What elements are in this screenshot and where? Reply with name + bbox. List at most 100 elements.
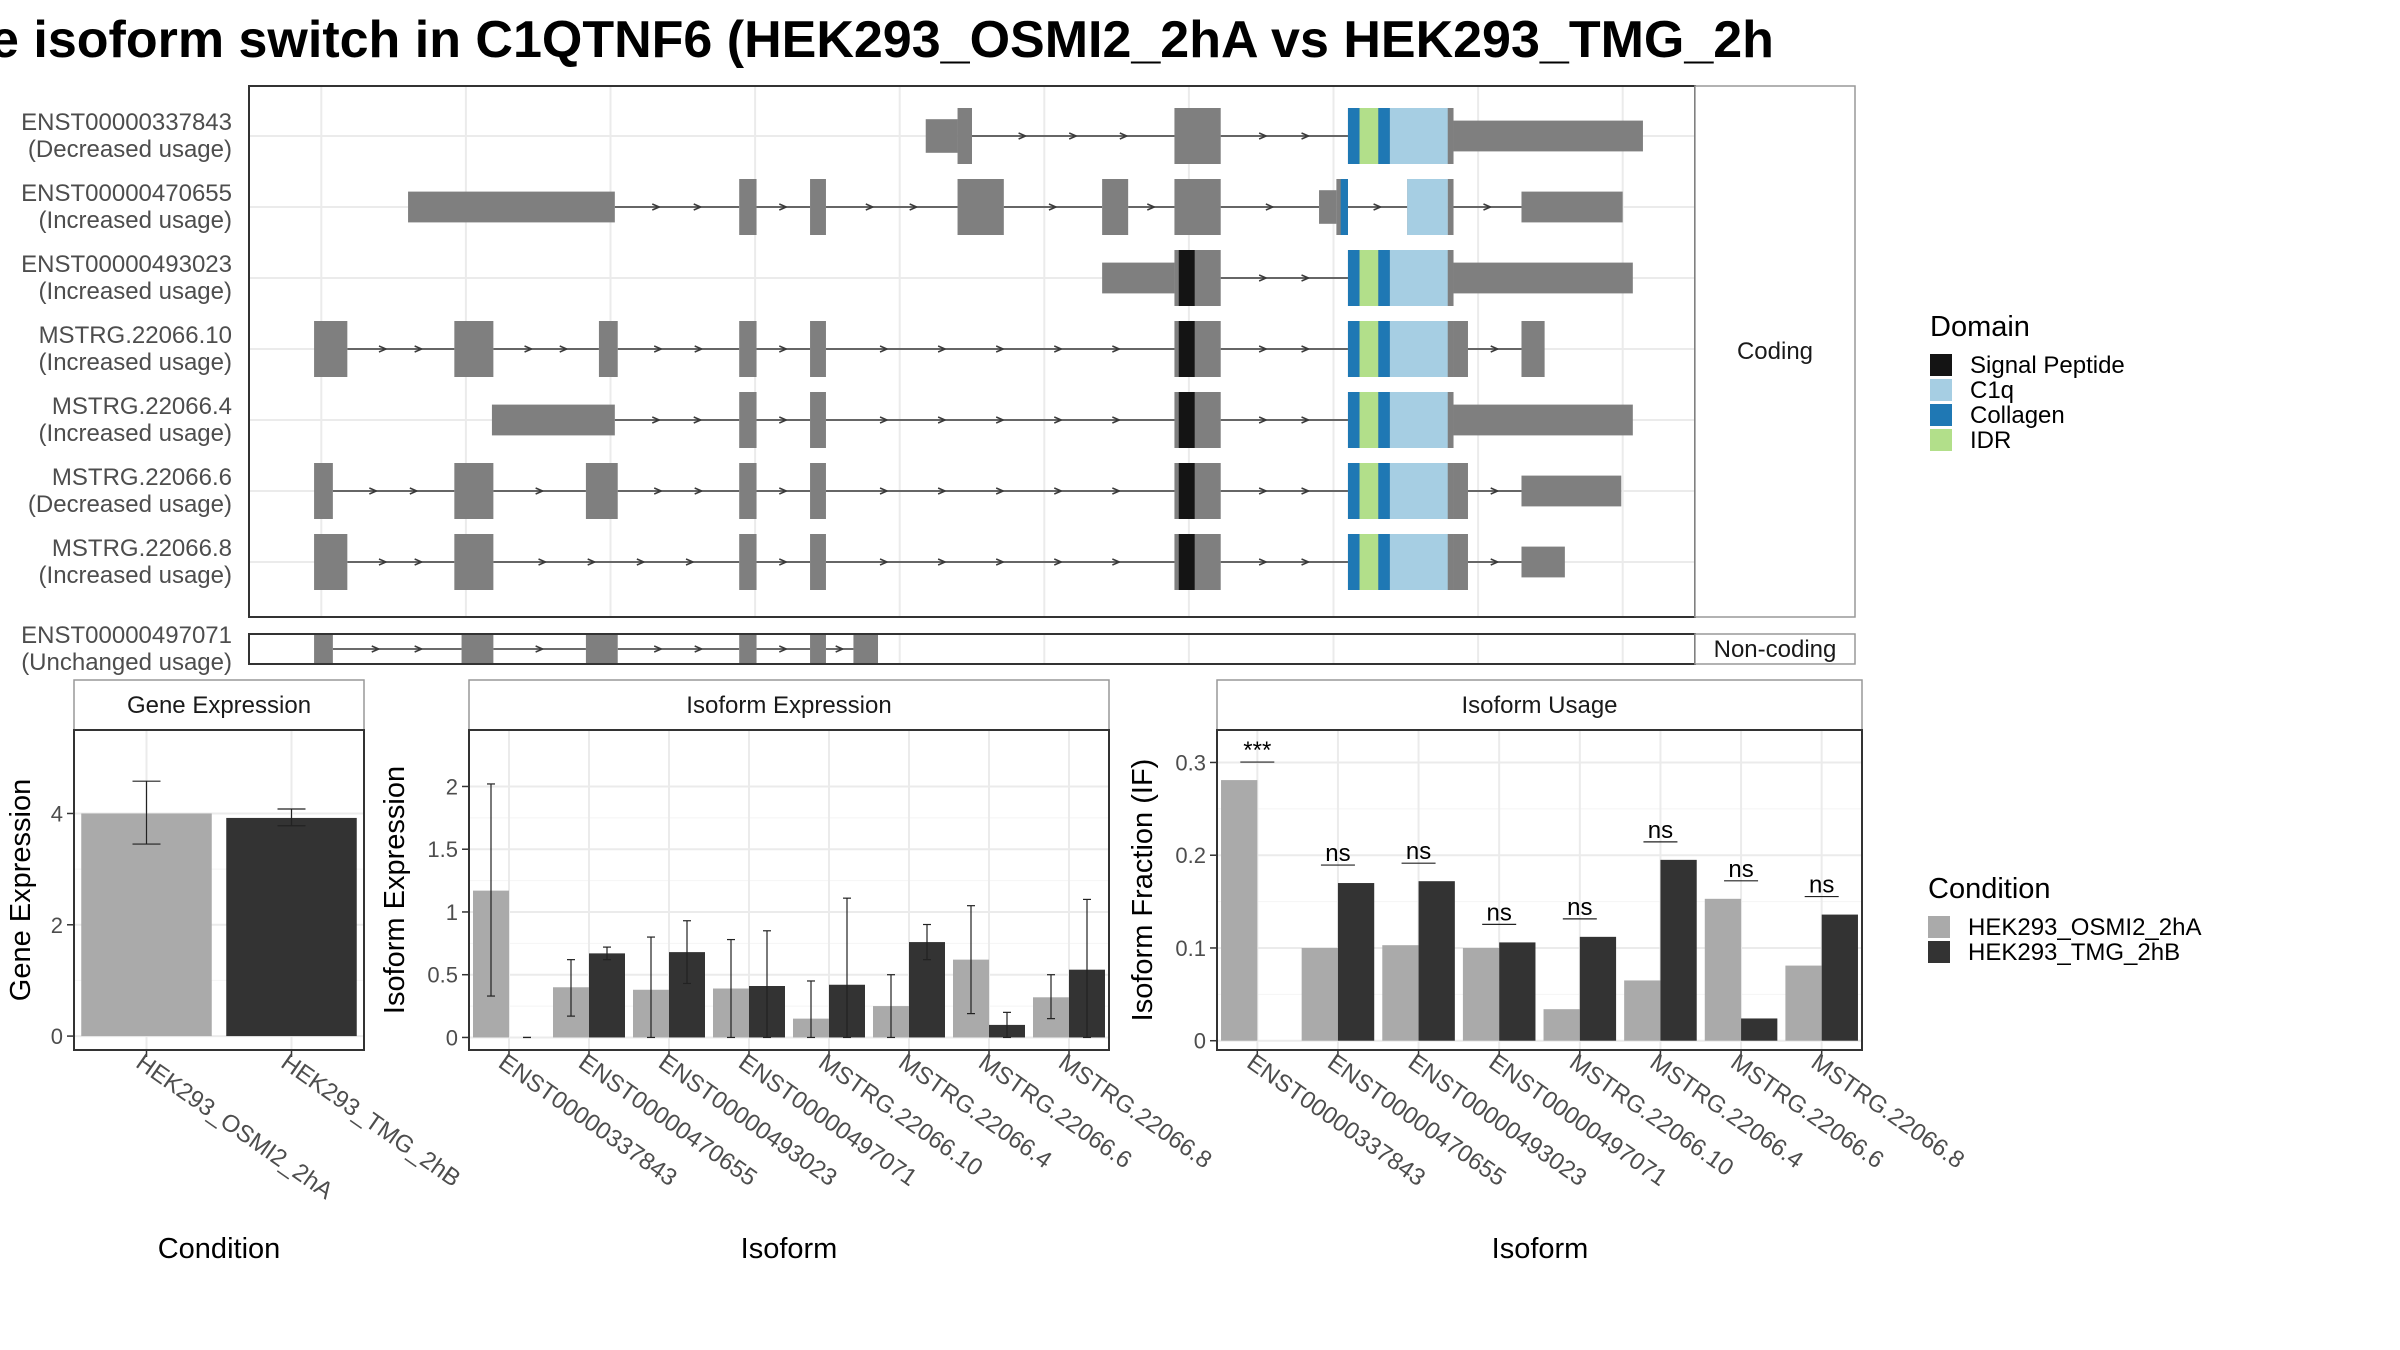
- intron-arrow: [909, 203, 919, 211]
- intron-arrow: [653, 345, 664, 353]
- exon-block: [1453, 463, 1468, 519]
- transcript-row: [249, 463, 1695, 519]
- legend-title: Condition: [1928, 873, 2051, 905]
- domain-c1q: [1389, 463, 1448, 519]
- bar: [1821, 914, 1858, 1041]
- intron-arrow: [1018, 132, 1028, 140]
- panel-strip-title: Isoform Usage: [1461, 692, 1617, 719]
- intron-arrow: [378, 345, 388, 353]
- intron-arrow: [779, 345, 789, 353]
- domain-c1q: [1389, 108, 1448, 164]
- intron-arrow: [1112, 487, 1122, 495]
- transcript-id-label: MSTRG.22066.4: [52, 393, 232, 420]
- domain-collagen: [1378, 250, 1390, 306]
- plot-panel-border: [1216, 729, 1863, 1051]
- exon-block: [1102, 262, 1175, 294]
- y-axis-title: Gene Expression: [5, 779, 37, 1001]
- intron-arrow: [1147, 203, 1157, 211]
- x-axis-title: Isoform: [1492, 1233, 1589, 1265]
- intron-arrow: [414, 345, 424, 353]
- domain-signal-peptide: [1178, 534, 1195, 590]
- exon-block: [1521, 321, 1545, 377]
- transcript-row: [249, 534, 1695, 590]
- transcript-id-label: MSTRG.22066.6: [52, 464, 232, 491]
- isoform-expression-chart: Isoform Expression00.511.52ENST000003378…: [379, 679, 1217, 1265]
- y-tick-label: 2: [446, 774, 458, 799]
- intron-arrow: [653, 645, 664, 653]
- transcript-structure-coding-panel: Coding: [248, 85, 1856, 618]
- domain-c1q: [1407, 179, 1448, 235]
- intron-arrow: [779, 558, 789, 566]
- y-axis-title: Isoform Expression: [379, 766, 411, 1014]
- coding-strip: [1694, 85, 1856, 618]
- transcript-usage-label: (Increased usage): [39, 562, 232, 589]
- domain-signal-peptide: [1178, 463, 1195, 519]
- legend-key: [1928, 916, 1950, 938]
- transcript-labels: ENST00000337843(Decreased usage)ENST0000…: [21, 109, 232, 676]
- panel-strip-title: Gene Expression: [127, 692, 311, 719]
- exon-block: [810, 534, 826, 590]
- significance-label: ***: [1243, 737, 1271, 764]
- intron-arrow: [937, 487, 948, 495]
- intron-arrow: [535, 487, 545, 495]
- domain-idr: [1359, 321, 1379, 377]
- legend-item-label: IDR: [1970, 427, 2011, 454]
- domain-collagen: [1347, 321, 1360, 377]
- exon-block: [454, 463, 494, 519]
- x-axis-title: Condition: [158, 1233, 281, 1265]
- intron-arrow: [879, 487, 889, 495]
- transcript-usage-label: (Increased usage): [39, 420, 232, 447]
- exon-block: [1174, 179, 1221, 235]
- legend-item-label: HEK293_TMG_2hB: [1968, 939, 2180, 966]
- x-axis-title: Isoform: [741, 1233, 838, 1265]
- intron-arrow: [693, 203, 703, 211]
- y-tick-label: 0: [446, 1025, 458, 1050]
- transcript-usage-label: (Increased usage): [39, 278, 232, 305]
- intron-arrow: [879, 345, 889, 353]
- y-tick-label: 0.1: [1175, 936, 1206, 961]
- transcript-row: [249, 392, 1695, 448]
- intron-arrow: [879, 558, 889, 566]
- intron-arrow: [1258, 487, 1269, 495]
- plot-panel-border: [468, 729, 1110, 1051]
- domain-idr: [1359, 463, 1379, 519]
- legend-item-label: HEK293_OSMI2_2hA: [1968, 914, 2201, 941]
- intron-arrow: [879, 416, 889, 424]
- domain-idr: [1359, 392, 1379, 448]
- y-tick-label: 2: [51, 913, 63, 938]
- intron-arrow: [1119, 132, 1129, 140]
- transcript-usage-label: (Unchanged usage): [21, 649, 232, 676]
- intron-arrow: [1053, 558, 1064, 566]
- intron-arrow: [937, 558, 948, 566]
- y-tick-label: 0.2: [1175, 843, 1206, 868]
- intron-arrow: [1258, 558, 1269, 566]
- intron-arrow: [651, 203, 662, 211]
- domain-collagen: [1378, 463, 1390, 519]
- intron-arrow: [779, 487, 789, 495]
- transcript-rows: [249, 108, 1695, 590]
- intron-arrow: [835, 645, 845, 653]
- y-axis-title: Isoform Fraction (IF): [1127, 759, 1159, 1022]
- bar: [1418, 881, 1455, 1041]
- exon-block: [739, 634, 757, 664]
- transcript-id-label: ENST00000470655: [21, 180, 232, 207]
- coding-strip-label: Coding: [1737, 338, 1813, 365]
- legend-key: [1930, 379, 1952, 401]
- intron-arrow: [1301, 345, 1311, 353]
- transcript-id-label: MSTRG.22066.8: [52, 535, 232, 562]
- transcript-usage-label: (Increased usage): [39, 207, 232, 234]
- bar: [81, 813, 212, 1037]
- transcript-row: [249, 250, 1695, 306]
- legend-key: [1930, 404, 1952, 426]
- intron-arrow: [535, 645, 545, 653]
- domain-collagen: [1378, 321, 1390, 377]
- intron-arrow: [1112, 558, 1122, 566]
- exon-block: [491, 404, 615, 436]
- exon-block: [454, 534, 494, 590]
- domain-collagen: [1347, 463, 1360, 519]
- intron-arrow: [1068, 132, 1079, 140]
- intron-arrow: [1301, 558, 1311, 566]
- intron-arrow: [371, 645, 381, 653]
- intron-arrow: [1483, 203, 1493, 211]
- intron-arrow: [559, 345, 569, 353]
